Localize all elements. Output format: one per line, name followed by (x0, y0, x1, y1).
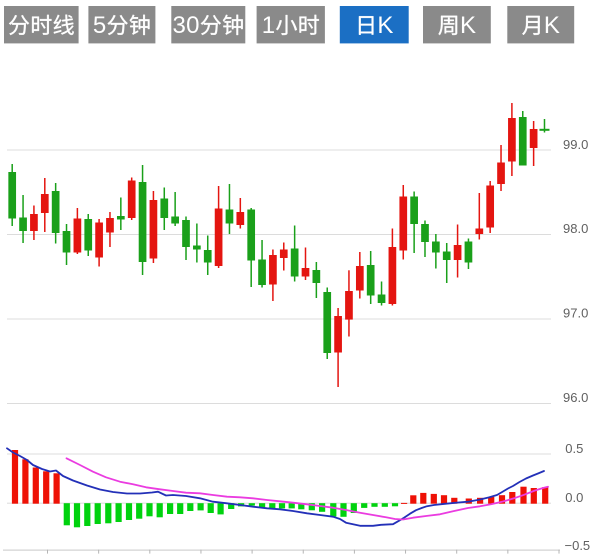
svg-text:97.0: 97.0 (563, 306, 588, 321)
svg-text:0: 0 (186, 12, 199, 39)
svg-text:K: K (377, 12, 393, 39)
svg-text:0.0: 0.0 (565, 490, 583, 505)
svg-text:5: 5 (93, 12, 106, 39)
svg-text:1: 1 (262, 12, 275, 39)
svg-text:K: K (544, 12, 560, 39)
svg-text:96.0: 96.0 (563, 390, 588, 405)
svg-text:3: 3 (173, 12, 186, 39)
svg-text:K: K (460, 12, 476, 39)
svg-text:98.0: 98.0 (563, 221, 588, 236)
svg-text:−0.5: −0.5 (565, 538, 591, 553)
svg-text:0.5: 0.5 (565, 441, 583, 456)
svg-text:99.0: 99.0 (563, 137, 588, 152)
